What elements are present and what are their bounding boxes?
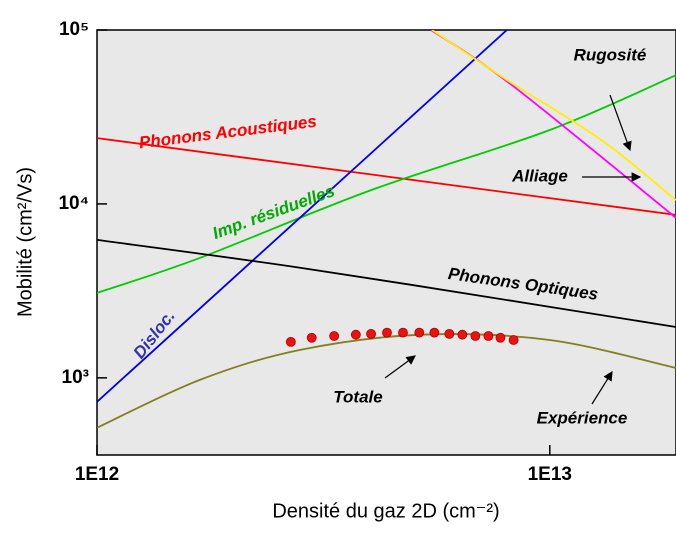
series-label: Totale <box>333 387 382 406</box>
data-point <box>470 331 481 341</box>
plot-area <box>96 29 676 456</box>
data-point <box>444 328 455 339</box>
x-axis-label: Densité du gaz 2D (cm⁻²) <box>272 500 499 522</box>
series-line <box>97 30 508 403</box>
y-axis-label: Mobilité (cm²/Vs) <box>14 167 36 317</box>
data-point <box>495 332 506 343</box>
series-label: Rugosité <box>574 45 647 64</box>
series-label: Expérience <box>537 408 628 427</box>
y-tick-label: 10³ <box>62 367 89 388</box>
series-line <box>431 30 676 201</box>
data-point <box>329 331 340 341</box>
series-layer <box>97 30 676 429</box>
data-point <box>306 332 317 343</box>
series-line <box>97 74 676 294</box>
data-point <box>483 331 494 341</box>
series-line <box>97 137 676 216</box>
data-point <box>457 329 468 340</box>
x-tick-label: 1E13 <box>528 464 572 485</box>
data-point <box>350 329 361 340</box>
series-label: Alliage <box>511 166 568 185</box>
y-tick-label: 10⁴ <box>58 193 89 214</box>
series-line <box>97 333 676 429</box>
data-point <box>398 327 408 338</box>
x-tick-label: 1E12 <box>75 464 119 485</box>
series-line <box>97 239 676 328</box>
arrow <box>384 355 416 379</box>
data-point <box>285 336 296 347</box>
data-point <box>382 327 392 338</box>
data-point <box>366 328 376 339</box>
data-point <box>429 327 440 338</box>
data-point <box>508 335 519 345</box>
arrows <box>384 94 642 405</box>
arrow <box>591 370 613 405</box>
y-tick-label: 10⁵ <box>59 19 89 40</box>
data-point <box>414 327 425 338</box>
arrow <box>609 94 632 152</box>
